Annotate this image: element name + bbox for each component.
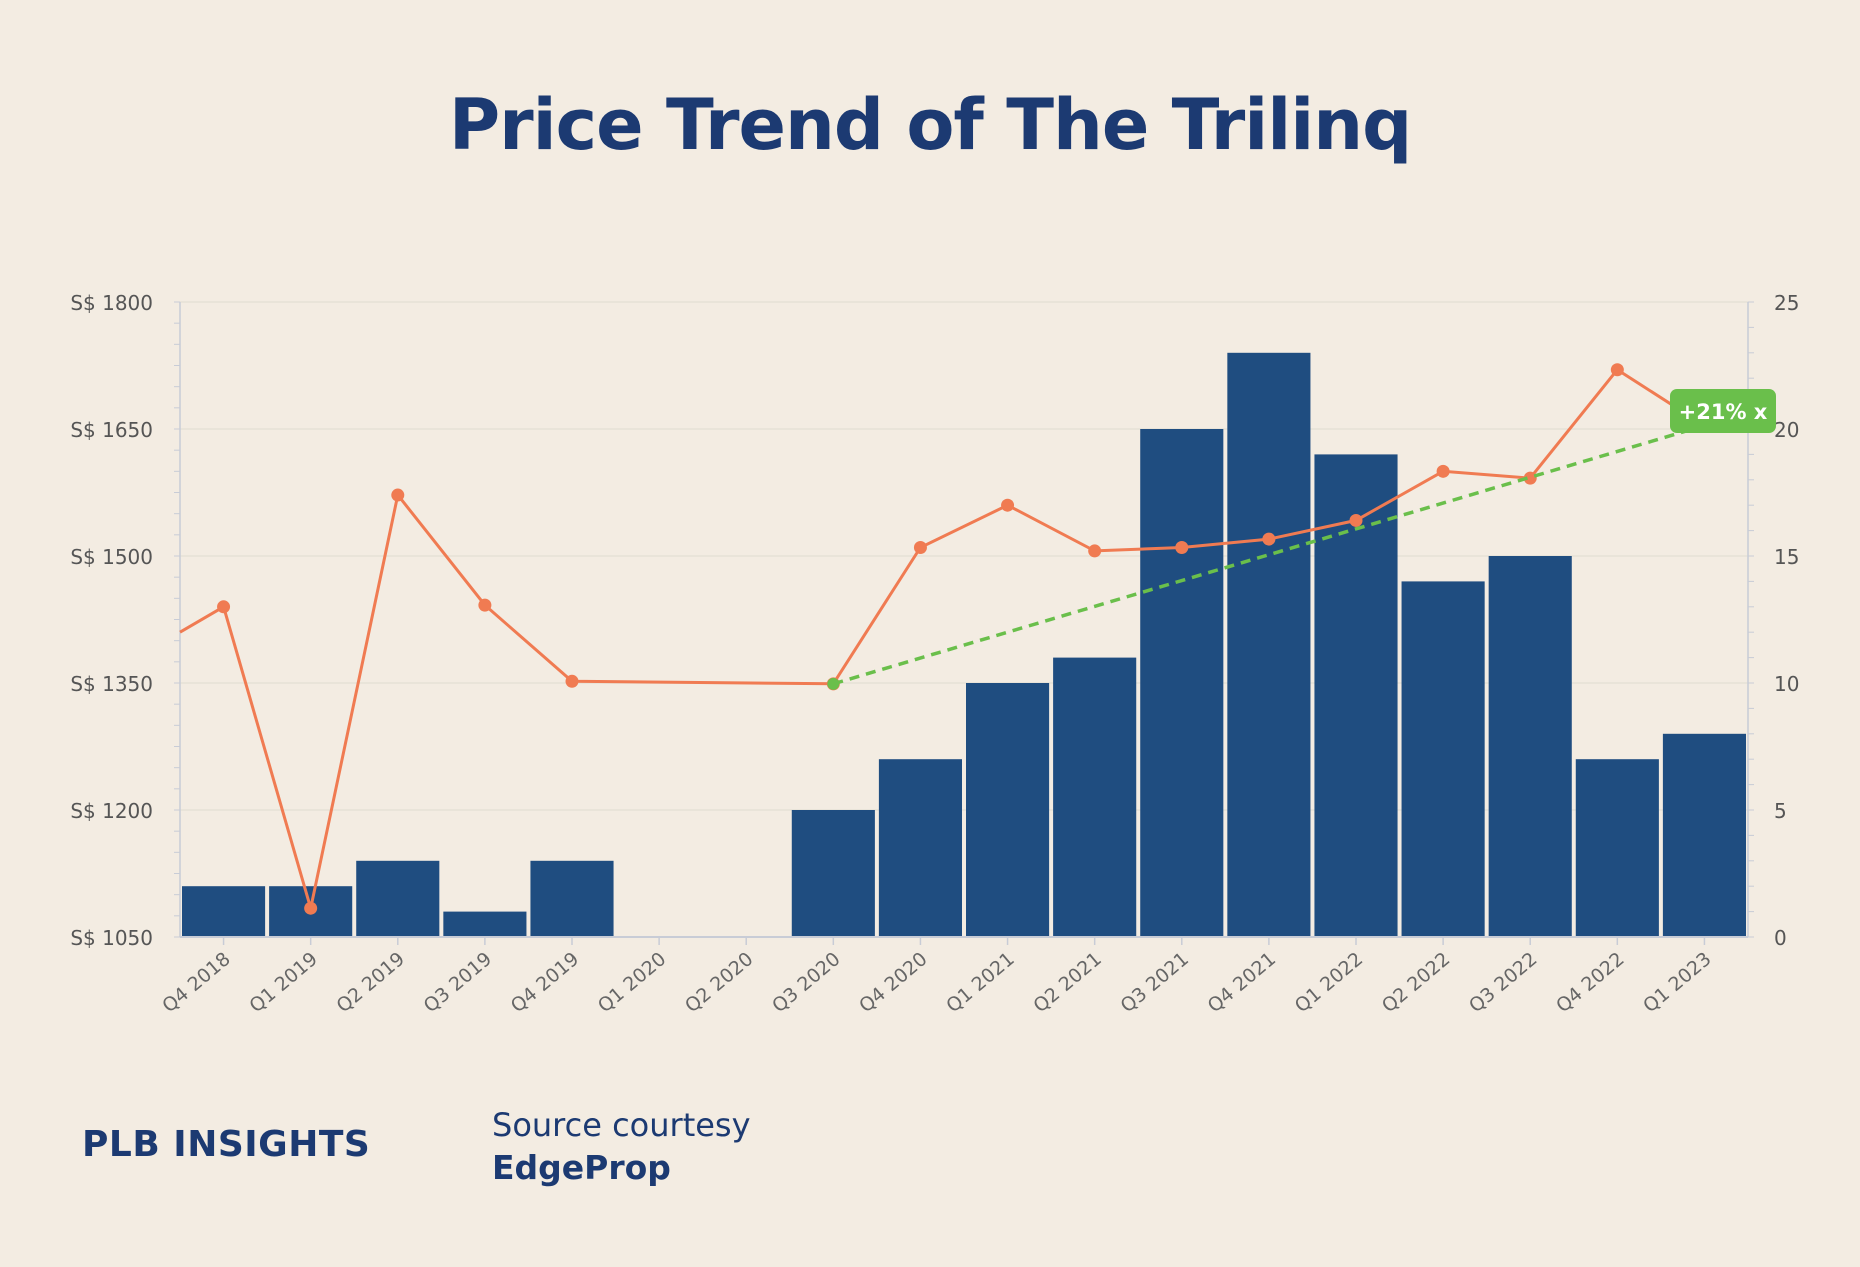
left-tick-label: S$ 1200 <box>70 799 153 823</box>
left-axis-ticks: S$ 1050 S$ 1200 S$ 1350 S$ 1500 S$ 1650 S$ 18… <box>70 291 153 950</box>
left-tick-label: S$ 1800 <box>70 291 153 315</box>
price-point <box>565 674 579 688</box>
volume-bar <box>182 886 266 937</box>
x-tick-label: Q1 2021 <box>942 948 1019 1017</box>
right-tick-label: 20 <box>1774 418 1799 442</box>
volume-bar <box>1053 657 1137 937</box>
x-tick-label: Q2 2022 <box>1378 948 1455 1017</box>
trend-badge <box>1670 389 1776 433</box>
volume-bar <box>1227 352 1311 937</box>
trend-label: +21% x <box>1679 400 1768 424</box>
x-tick-label: Q4 2022 <box>1552 948 1629 1017</box>
trend-start-point <box>827 677 840 690</box>
x-tick-label: Q3 2021 <box>1116 948 1193 1017</box>
volume-bar <box>791 810 875 937</box>
source-label: Source courtesy <box>492 1106 751 1144</box>
volume-bar <box>1140 429 1224 937</box>
x-axis-ticks: Q4 2018 Q1 2019 Q2 2019 Q3 2019 Q4 2019 Q1 20… <box>158 937 1716 1017</box>
trend-dashed-line <box>832 423 1705 686</box>
left-tick-label: S$ 1650 <box>70 418 153 442</box>
volume-bar <box>1575 759 1659 937</box>
x-tick-label: Q1 2019 <box>245 948 322 1017</box>
trend-line: +21% x <box>827 389 1776 690</box>
price-point <box>478 598 492 612</box>
volume-bar <box>1401 581 1485 937</box>
x-tick-label: Q3 2020 <box>768 948 845 1017</box>
source-name: EdgeProp <box>492 1148 671 1187</box>
chart-title: Price Trend of The Trilinq <box>448 84 1412 166</box>
price-point <box>1001 498 1015 512</box>
volume-bar <box>966 683 1050 937</box>
volume-bar <box>1314 454 1398 937</box>
volume-bar <box>878 759 962 937</box>
right-tick-label: 10 <box>1774 672 1799 696</box>
x-tick-label: Q3 2019 <box>420 948 497 1017</box>
x-tick-label: Q1 2020 <box>594 948 671 1017</box>
left-tick-label: S$ 1500 <box>70 545 153 569</box>
volume-bar <box>1662 733 1746 937</box>
price-point <box>217 600 231 614</box>
x-tick-label: Q4 2018 <box>158 948 235 1017</box>
price-point <box>391 488 405 502</box>
right-tick-label: 15 <box>1774 545 1799 569</box>
left-tick-label: S$ 1050 <box>70 926 153 950</box>
left-tick-label: S$ 1350 <box>70 672 153 696</box>
price-point <box>1349 513 1363 527</box>
x-tick-label: Q2 2019 <box>332 948 409 1017</box>
right-tick-label: 5 <box>1774 799 1787 823</box>
price-point <box>1088 544 1102 558</box>
x-tick-label: Q3 2022 <box>1465 948 1542 1017</box>
price-point <box>1262 532 1276 546</box>
price-point <box>304 901 318 915</box>
volume-bar <box>1488 556 1572 937</box>
volume-bar <box>443 911 527 937</box>
right-axis-ticks: 0 5 10 15 20 25 <box>1774 291 1799 950</box>
x-tick-label: Q4 2019 <box>507 948 584 1017</box>
volume-bars <box>182 352 1746 937</box>
volume-bar <box>530 860 614 937</box>
x-tick-label: Q1 2022 <box>1291 948 1368 1017</box>
price-point <box>913 541 927 555</box>
x-tick-label: Q4 2021 <box>1204 948 1281 1017</box>
price-point <box>1610 363 1624 377</box>
right-tick-label: 25 <box>1774 291 1799 315</box>
right-tick-label: 0 <box>1774 926 1787 950</box>
price-point <box>1175 541 1189 555</box>
brand-logo: PLB INSIGHTS <box>82 1124 371 1165</box>
x-tick-label: Q2 2021 <box>1029 948 1106 1017</box>
x-tick-label: Q2 2020 <box>681 948 758 1017</box>
price-point <box>1436 464 1450 478</box>
price-trend-chart: S$ 1050 S$ 1200 S$ 1350 S$ 1500 S$ 1650 S$ 18… <box>70 291 1799 1017</box>
price-point <box>1523 471 1537 485</box>
x-tick-label: Q1 2023 <box>1639 948 1716 1017</box>
x-tick-label: Q4 2020 <box>855 948 932 1017</box>
volume-bar <box>356 860 440 937</box>
